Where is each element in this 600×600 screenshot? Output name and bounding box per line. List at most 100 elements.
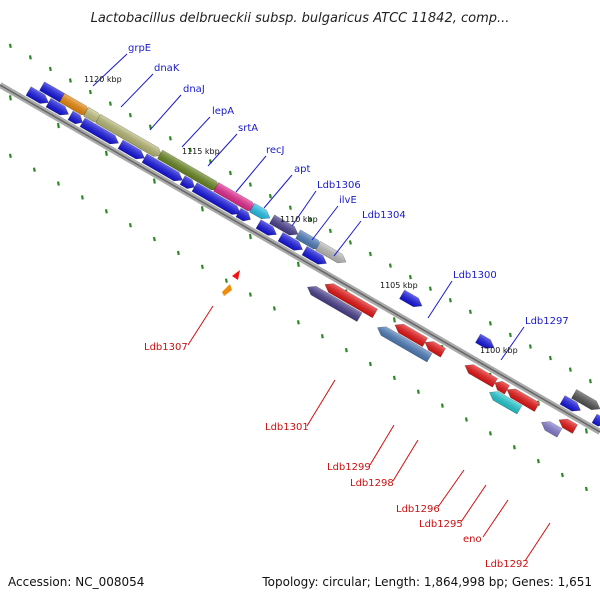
scale-label-1115: 1115 kbp	[182, 147, 220, 156]
tick-mark	[488, 321, 492, 326]
tick-mark	[56, 122, 60, 129]
gene-label-ldb1304[interactable]: Ldb1304	[362, 210, 406, 221]
tick-mark	[464, 417, 468, 422]
feature-fwd-a[interactable]	[25, 86, 51, 107]
gene-label-ldb1300[interactable]: Ldb1300	[453, 270, 497, 281]
scale-labels: 1120 kbp 1115 kbp 1110 kbp 1105 kbp 1100…	[84, 75, 518, 355]
tick-mark	[348, 240, 352, 245]
tick-mark	[248, 233, 252, 240]
gene-label-ldb1298[interactable]: Ldb1298	[350, 478, 394, 489]
tick-mark	[296, 320, 300, 325]
tick-mark	[248, 292, 252, 297]
gene-label-dnaK[interactable]: dnaK	[154, 63, 180, 74]
gene-label-ilvE[interactable]: ilvE	[339, 195, 357, 206]
feature-rev-purple[interactable]	[305, 283, 363, 322]
tick-mark	[48, 66, 52, 72]
genome-summary-text: Topology: circular; Length: 1,864,998 bp…	[261, 575, 592, 589]
leader-line	[392, 439, 419, 482]
gene-label-eno[interactable]: eno	[463, 534, 482, 545]
map-title: Lactobacillus delbrueckii subsp. bulgari…	[91, 11, 510, 26]
gene-label-ldb1299[interactable]: Ldb1299	[327, 462, 371, 473]
feature-recJ[interactable]	[249, 202, 273, 222]
leader-line	[235, 155, 267, 193]
tick-mark	[80, 195, 84, 200]
tick-mark	[536, 458, 540, 464]
feature-ldb1300[interactable]	[399, 289, 425, 310]
gene-label-ldb1295[interactable]: Ldb1295	[419, 519, 463, 530]
feature-ldb1292[interactable]	[556, 416, 578, 434]
tick-mark	[392, 317, 396, 323]
tick-mark	[68, 78, 72, 83]
feature-small-red[interactable]	[232, 270, 240, 280]
tick-mark	[88, 89, 92, 95]
tick-mark	[368, 251, 372, 257]
feature-rev-lavender[interactable]	[539, 418, 563, 438]
feature-fwd-c[interactable]	[67, 110, 85, 127]
leader-line	[263, 174, 293, 209]
genome-backbone	[0, 82, 600, 435]
feature-fwd-k[interactable]	[277, 232, 305, 254]
feature-ldb1295[interactable]	[492, 378, 510, 395]
feature-rev-steel[interactable]	[375, 323, 433, 363]
gene-label-ldb1301[interactable]: Ldb1301	[265, 422, 309, 433]
gene-label-apt[interactable]: apt	[294, 164, 310, 175]
leader-line	[181, 116, 211, 148]
gene-label-ldb1292[interactable]: Ldb1292	[485, 559, 529, 570]
feature-apt[interactable]	[269, 214, 301, 239]
feature-eno[interactable]	[504, 385, 540, 412]
feature-fwd-d[interactable]	[79, 117, 121, 147]
gene-label-srtA[interactable]: srtA	[238, 123, 258, 134]
feature-fwd-j[interactable]	[255, 219, 279, 239]
feature-dnaK[interactable]	[95, 113, 165, 160]
tick-mark	[296, 261, 300, 268]
tick-mark	[200, 206, 204, 212]
feature-ldb1298[interactable]	[422, 338, 446, 358]
gene-label-recJ[interactable]: recJ	[266, 145, 285, 156]
feature-ldb1297[interactable]	[475, 333, 497, 352]
tick-mark	[152, 236, 156, 242]
gene-label-ldb1297[interactable]: Ldb1297	[525, 316, 569, 327]
leader-line	[92, 53, 128, 87]
scale-label-1110: 1110 kbp	[280, 215, 318, 224]
feature-fwd-g[interactable]	[179, 175, 197, 192]
tick-mark	[548, 355, 552, 361]
tick-mark	[108, 101, 112, 106]
gene-label-dnaJ[interactable]: dnaJ	[183, 84, 205, 95]
tick-mark	[388, 263, 392, 268]
tick-mark	[428, 286, 432, 291]
tick-mark	[468, 309, 472, 315]
feature-fwd-b[interactable]	[45, 97, 71, 118]
tick-mark	[560, 472, 564, 478]
feature-fwd-l[interactable]	[301, 245, 329, 267]
gene-label-grpE[interactable]: grpE	[128, 43, 151, 54]
feature-fwd-f[interactable]	[141, 153, 185, 185]
tick-mark	[224, 278, 228, 283]
gene-label-lepA[interactable]: lepA	[212, 106, 234, 117]
forward-gene-labels: grpE dnaK dnaJ lepA srtA recJ apt Ldb130…	[128, 43, 569, 327]
leader-line	[437, 469, 465, 508]
gene-label-ldb1306[interactable]: Ldb1306	[317, 180, 361, 191]
feature-ldb1304[interactable]	[315, 241, 349, 266]
feature-ldb1301[interactable]	[322, 280, 378, 319]
feature-ldb1296[interactable]	[462, 361, 498, 388]
feature-gray-right[interactable]	[571, 389, 600, 414]
gene-label-ldb1296[interactable]: Ldb1296	[396, 504, 440, 515]
feature-fwd-i[interactable]	[235, 207, 253, 224]
tick-mark	[368, 361, 372, 367]
tick-mark	[56, 181, 60, 186]
feature-fwd-h[interactable]	[191, 182, 243, 218]
feature-fwd-m[interactable]	[559, 395, 583, 415]
tick-mark	[288, 205, 292, 210]
tick-mark	[268, 193, 272, 199]
tick-mark	[584, 486, 588, 492]
gene-label-ldb1307[interactable]: Ldb1307	[144, 342, 188, 353]
feature-small-orange[interactable]	[222, 284, 232, 296]
feature-fwd-e[interactable]	[117, 139, 147, 163]
tick-mark	[448, 298, 452, 303]
feature-fwd-n[interactable]	[591, 413, 600, 428]
feature-ldb1299[interactable]	[392, 321, 428, 348]
leader-line	[482, 499, 509, 538]
tick-mark	[128, 112, 132, 118]
leader-line	[460, 484, 487, 523]
feature-rev-cyan[interactable]	[487, 388, 523, 415]
